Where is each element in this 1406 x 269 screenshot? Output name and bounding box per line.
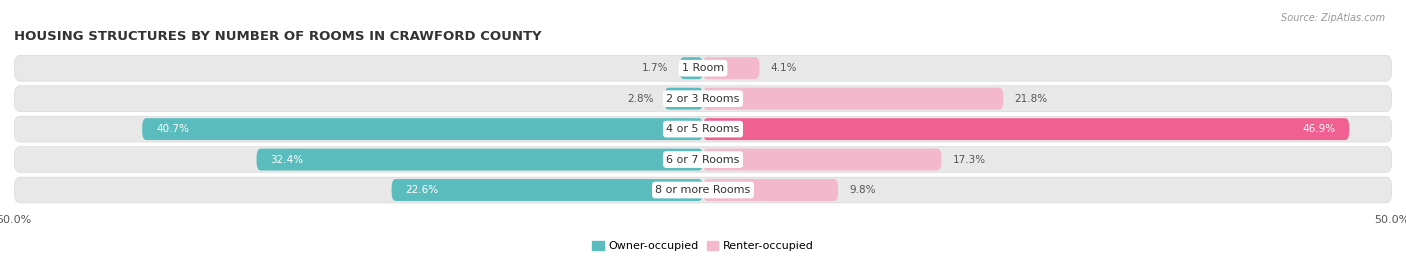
FancyBboxPatch shape [679, 57, 703, 79]
Text: 1.7%: 1.7% [643, 63, 669, 73]
FancyBboxPatch shape [14, 55, 1392, 81]
Text: 40.7%: 40.7% [156, 124, 188, 134]
Text: 4 or 5 Rooms: 4 or 5 Rooms [666, 124, 740, 134]
FancyBboxPatch shape [703, 148, 942, 171]
Text: 32.4%: 32.4% [270, 155, 304, 165]
Text: 2 or 3 Rooms: 2 or 3 Rooms [666, 94, 740, 104]
FancyBboxPatch shape [14, 177, 1392, 203]
Text: 1 Room: 1 Room [682, 63, 724, 73]
Text: 22.6%: 22.6% [405, 185, 439, 195]
FancyBboxPatch shape [14, 86, 1392, 112]
FancyBboxPatch shape [703, 118, 1350, 140]
Text: 4.1%: 4.1% [770, 63, 797, 73]
FancyBboxPatch shape [703, 88, 1004, 110]
Text: HOUSING STRUCTURES BY NUMBER OF ROOMS IN CRAWFORD COUNTY: HOUSING STRUCTURES BY NUMBER OF ROOMS IN… [14, 30, 541, 43]
Legend: Owner-occupied, Renter-occupied: Owner-occupied, Renter-occupied [588, 237, 818, 256]
FancyBboxPatch shape [14, 147, 1392, 172]
FancyBboxPatch shape [142, 118, 703, 140]
Text: 2.8%: 2.8% [627, 94, 654, 104]
Text: 46.9%: 46.9% [1302, 124, 1336, 134]
Text: 6 or 7 Rooms: 6 or 7 Rooms [666, 155, 740, 165]
FancyBboxPatch shape [703, 179, 838, 201]
Text: 9.8%: 9.8% [849, 185, 876, 195]
FancyBboxPatch shape [703, 57, 759, 79]
Text: Source: ZipAtlas.com: Source: ZipAtlas.com [1281, 13, 1385, 23]
Text: 17.3%: 17.3% [952, 155, 986, 165]
FancyBboxPatch shape [392, 179, 703, 201]
FancyBboxPatch shape [14, 116, 1392, 142]
FancyBboxPatch shape [256, 148, 703, 171]
Text: 21.8%: 21.8% [1014, 94, 1047, 104]
FancyBboxPatch shape [665, 88, 703, 110]
Text: 8 or more Rooms: 8 or more Rooms [655, 185, 751, 195]
